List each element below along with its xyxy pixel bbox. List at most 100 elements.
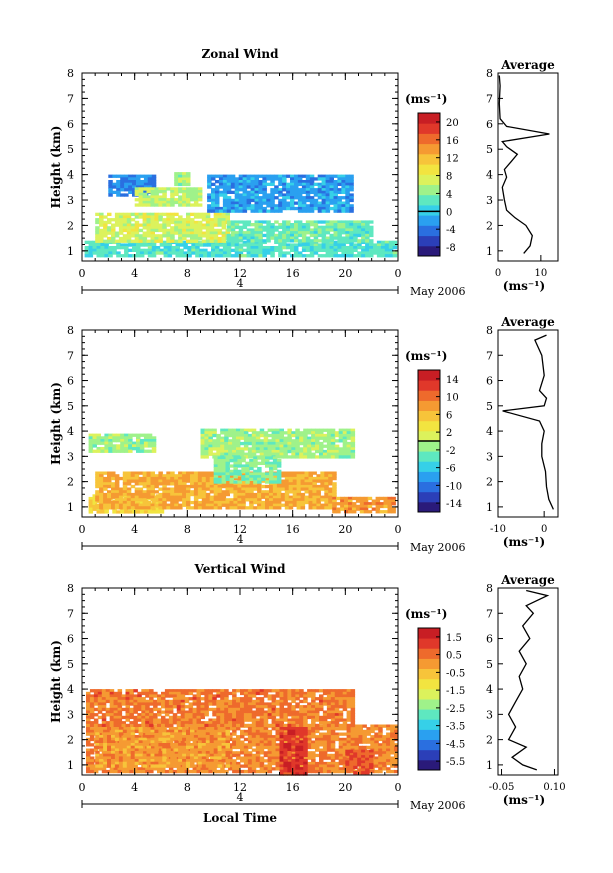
heatmap-cell (333, 206, 338, 211)
heatmap-cell (117, 699, 123, 704)
heatmap-cell (387, 496, 392, 501)
heatmap-cell (322, 428, 328, 432)
heatmap-cell (346, 447, 352, 451)
heatmap-cell (358, 727, 363, 731)
heatmap-cell (378, 769, 383, 774)
heatmap-cell (229, 487, 234, 491)
heatmap-cell (200, 452, 205, 456)
heatmap-cell (382, 740, 387, 744)
heatmap-cell (299, 737, 304, 742)
heatmap-cell (230, 220, 236, 224)
heatmap-cell (321, 225, 327, 229)
heatmap-cell (320, 482, 325, 486)
heatmap-cell (95, 495, 100, 499)
heatmap-cell (162, 192, 167, 196)
heatmap-cell (114, 484, 120, 489)
heatmap-cell (92, 496, 97, 501)
heatmap-cell (259, 745, 265, 750)
heatmap-cell (213, 506, 219, 510)
heatmap-cell (109, 705, 115, 709)
heatmap-cell (216, 439, 221, 443)
heatmap-cell (316, 474, 321, 478)
heatmap-cell (307, 447, 312, 451)
heatmap-cell (255, 735, 261, 739)
heatmap-cell (158, 200, 163, 205)
heatmap-cell (136, 439, 141, 443)
heatmap-cell (312, 490, 317, 494)
heatmap-cell (174, 226, 179, 230)
colorbar-tick-label: 12 (446, 154, 459, 165)
heatmap-cell (183, 254, 188, 258)
heatmap-cell (215, 206, 220, 211)
heatmap-cell (279, 455, 284, 459)
heatmap-cell (224, 431, 229, 435)
heatmap-cell (329, 188, 334, 192)
heatmap-cell (275, 751, 280, 755)
heatmap-cell (95, 212, 100, 216)
heatmap-cell (263, 449, 269, 454)
heatmap-cell (108, 174, 113, 178)
heatmap-cell (362, 740, 367, 744)
heatmap-cell (228, 439, 233, 443)
heatmap-cell (369, 233, 374, 238)
heatmap-cell (257, 480, 262, 484)
heatmap-cell (342, 455, 348, 459)
heatmap-cell (325, 198, 331, 203)
heatmap-cell (162, 479, 167, 483)
heatmap-cell (295, 452, 300, 456)
heatmap-cell (392, 246, 398, 250)
heatmap-cell (322, 751, 328, 755)
heatmap-cell (303, 439, 308, 443)
heatmap-cell (247, 753, 253, 758)
heatmap-cell (290, 204, 295, 208)
heatmap-cell (363, 499, 369, 503)
heatmap-cell (191, 251, 196, 255)
heatmap-cell (316, 487, 321, 491)
heatmap-cell (375, 499, 381, 503)
heatmap-cell (345, 206, 350, 211)
heatmap-cell (104, 447, 109, 451)
heatmap-cell (379, 504, 385, 509)
heatmap-cell (197, 506, 203, 510)
heatmap-cell (262, 206, 267, 211)
heatmap-cell (99, 231, 104, 235)
heatmap-cell (344, 502, 349, 506)
heatmap-cell (378, 743, 383, 747)
heatmap-cell (253, 492, 258, 497)
heatmap-cell (134, 495, 140, 499)
heatmap-cell (228, 431, 233, 435)
heatmap-cell (222, 243, 228, 247)
heatmap-cell (284, 471, 290, 475)
heatmap-cell (150, 220, 155, 225)
heatmap-cell (151, 441, 157, 445)
heatmap-cell (305, 206, 311, 211)
heatmap-cell (190, 506, 195, 510)
heatmap-cell (146, 476, 151, 481)
heatmap-cell (349, 236, 354, 240)
heatmap-cell (186, 180, 191, 184)
heatmap-cell (93, 697, 99, 701)
heatmap-cell (105, 769, 111, 774)
heatmap-cell (250, 190, 255, 194)
heatmap-cell (145, 727, 150, 731)
heatmap-cell (271, 444, 277, 448)
colorbar-segment (418, 225, 440, 237)
heatmap-cell (170, 503, 175, 507)
heatmap-cell (213, 220, 219, 225)
heatmap-cell (154, 203, 159, 207)
heatmap-cell (155, 246, 161, 250)
heatmap-cell (363, 510, 369, 514)
heatmap-cell (357, 233, 362, 238)
heatmap-cell (262, 174, 267, 178)
heatmap-cell (238, 254, 244, 258)
heatmap-cell (209, 498, 215, 502)
heatmap-cell (380, 254, 386, 258)
average-line (498, 75, 550, 254)
colorbar-tick-label: 10 (446, 393, 459, 404)
heatmap-cell (151, 436, 157, 440)
heatmap-cell (186, 223, 191, 227)
heatmap-cell (394, 748, 399, 752)
heatmap-cell (120, 177, 125, 181)
heatmap-cell (255, 737, 261, 742)
heatmap-cell (272, 506, 278, 510)
